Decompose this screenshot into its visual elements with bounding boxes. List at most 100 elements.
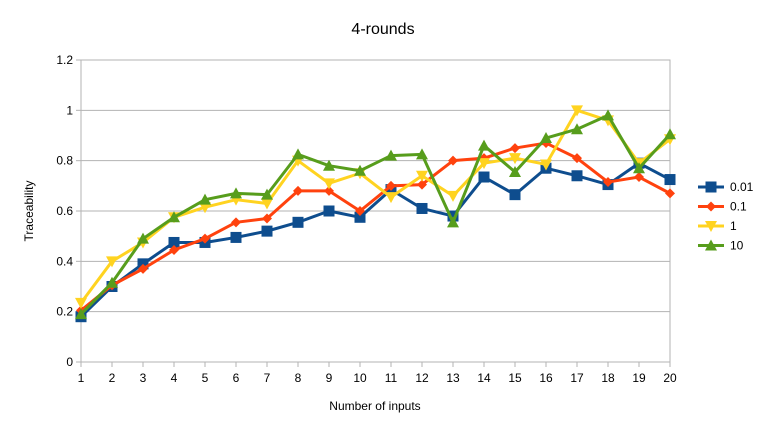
legend-item: 10 [698,239,744,253]
data-point [540,132,552,144]
data-point [199,193,211,205]
data-point [509,165,521,177]
data-point [447,190,459,202]
data-point [603,177,613,188]
x-tick-label: 12 [415,371,429,385]
data-point [323,178,335,190]
data-point [448,155,458,166]
data-point [416,148,428,160]
data-point [509,153,521,165]
data-point [447,210,459,222]
data-point [262,213,272,224]
series-0.1 [76,138,675,316]
x-tick-label: 10 [353,371,367,385]
data-point [416,170,428,182]
data-point [137,258,149,270]
y-tick-label: 0.8 [56,154,73,168]
x-tick-label: 4 [171,371,178,385]
legend-label: 1 [730,219,737,233]
data-point [169,245,179,256]
series-line [80,141,671,312]
x-tick-label: 9 [326,371,333,385]
x-tick-label: 8 [295,371,302,385]
y-tick-label: 1.2 [56,53,73,67]
x-tick-label: 18 [601,371,615,385]
chart-title: 4-rounds [351,21,414,38]
x-axis-label: Number of inputs [329,399,420,413]
data-point [261,198,273,210]
data-point [572,153,582,164]
data-point [478,158,490,170]
legend-item: 0.01 [698,180,754,194]
legend-label: 0.01 [730,180,754,194]
series-group [75,105,676,323]
x-tick-label: 7 [264,371,271,385]
y-tick-label: 0 [66,355,73,369]
data-point [634,172,644,183]
data-point [571,123,583,135]
x-axis-ticks: 1 2 3 4 5 6 7 8 9 10 11 12 13 14 15 16 17 18 19 20 [78,362,677,385]
data-point [324,185,334,196]
data-point [664,174,676,186]
legend-marker [705,221,717,232]
series-line [79,113,672,316]
series-1 [75,105,676,309]
y-axis-label: Traceability [22,181,36,242]
data-point [137,232,149,244]
x-tick-label: 1 [78,371,85,385]
data-point [602,109,614,121]
data-point [385,149,397,161]
series-line [79,108,671,304]
data-point [571,170,583,182]
x-tick-label: 19 [632,371,646,385]
data-point [75,297,87,309]
data-point [292,216,304,228]
y-axis-ticks: 0 0.2 0.4 0.6 0.8 1 1.2 [56,53,81,369]
x-tick-label: 13 [446,371,460,385]
data-point [354,211,366,223]
data-point [478,139,490,151]
data-point [509,189,521,201]
legend-item: 1 [698,219,737,233]
data-point [75,308,87,320]
data-point [106,256,118,268]
y-tick-label: 0.6 [56,204,73,218]
data-point [447,216,459,228]
data-point [571,105,583,117]
y-tick-label: 0.4 [56,254,73,268]
data-point [106,276,118,288]
x-tick-label: 2 [109,371,116,385]
data-point [323,159,335,171]
data-point [230,187,242,199]
data-point [230,231,242,243]
x-tick-label: 20 [663,371,677,385]
data-point [665,188,675,199]
series-10 [75,109,676,320]
x-tick-label: 5 [202,371,209,385]
x-tick-label: 14 [477,371,491,385]
data-point [355,206,365,216]
data-point [633,162,645,174]
x-tick-label: 17 [570,371,584,385]
data-point [416,202,428,214]
x-tick-label: 6 [233,371,240,385]
data-point [510,143,520,154]
legend: 0.01 0.1 1 10 [698,180,754,253]
data-point [168,211,180,223]
legend-marker [706,201,716,212]
data-point [199,202,211,214]
data-point [540,159,552,171]
x-tick-label: 3 [140,371,147,385]
legend-label: 0.1 [730,200,747,214]
data-point [200,233,210,244]
x-tick-label: 15 [508,371,522,385]
x-tick-label: 11 [385,371,398,385]
legend-label: 10 [730,239,744,253]
data-point [231,217,241,228]
legend-marker [705,239,717,251]
x-tick-label: 16 [539,371,553,385]
data-point [417,179,427,190]
legend-item: 0.1 [698,200,747,214]
data-point [261,188,273,200]
